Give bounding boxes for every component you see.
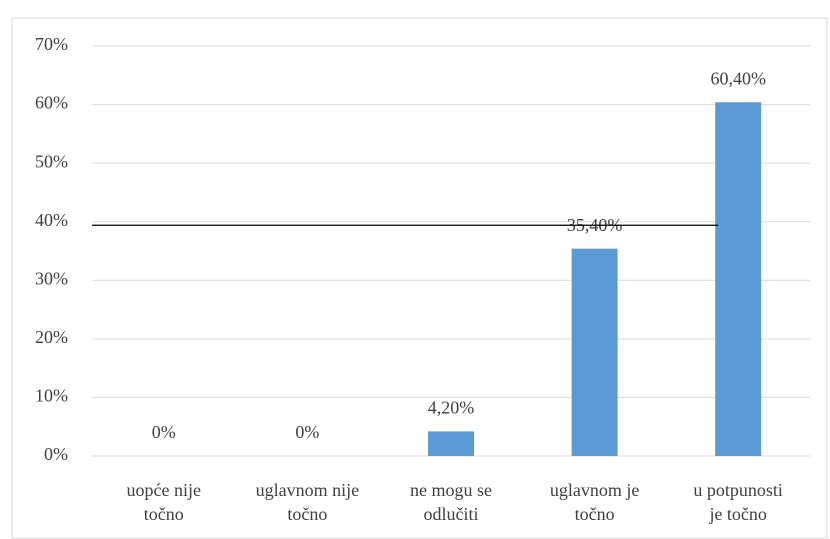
- value-label: 0%: [152, 422, 176, 442]
- bar: [715, 102, 762, 456]
- y-tick-label: 0%: [44, 444, 68, 464]
- bar: [428, 431, 474, 456]
- x-tick-label: uglavnom je točno: [549, 480, 640, 524]
- y-tick-label: 10%: [35, 386, 68, 406]
- x-tick-label: uglavnom nije točno: [255, 480, 360, 524]
- y-tick-label: 70%: [35, 34, 68, 54]
- value-label: 0%: [295, 422, 319, 442]
- y-tick-label: 30%: [35, 268, 68, 288]
- y-tick-label: 20%: [35, 327, 68, 347]
- chart-border: [11, 17, 828, 539]
- bar: [571, 248, 618, 456]
- value-label: 4,20%: [428, 398, 475, 418]
- y-tick-label: 60%: [35, 93, 68, 113]
- y-tick-label: 40%: [35, 210, 68, 230]
- x-tick-label: uopće nije točno: [126, 480, 202, 524]
- x-tick-label: ne mogu se odlučiti: [410, 480, 492, 524]
- x-tick-label: u potpunosti je točno: [693, 480, 783, 524]
- y-tick-label: 50%: [35, 151, 68, 171]
- value-label: 60,40%: [710, 68, 766, 88]
